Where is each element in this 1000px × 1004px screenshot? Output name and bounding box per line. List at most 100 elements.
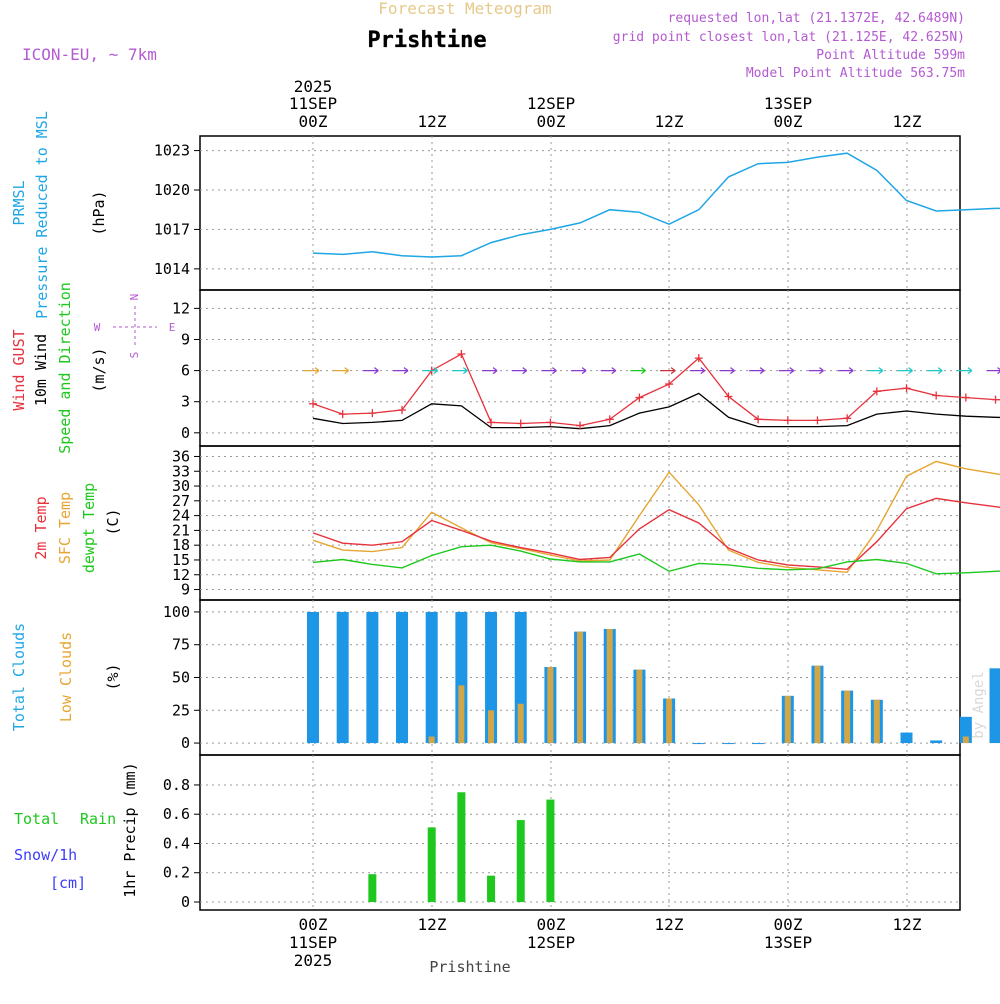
pressure-unit: (hPa)	[90, 190, 108, 235]
precip-panel-frame	[199, 754, 961, 911]
low-cloud-bar	[428, 736, 435, 744]
wind-tick-label: 0	[181, 424, 190, 442]
gust-marker	[872, 387, 881, 396]
low-cloud-bar	[547, 667, 554, 744]
dewpt-line	[312, 544, 1000, 575]
precip-bar	[427, 827, 436, 902]
compass-e: E	[169, 321, 176, 334]
gust-marker	[309, 399, 317, 408]
pressure-tick-label: 1014	[154, 260, 190, 278]
low-cloud-bar	[844, 690, 851, 744]
bottom-date-label: 13SEP	[764, 933, 812, 952]
grid-coords: grid point closest lon,lat (21.125E, 42.…	[613, 30, 965, 45]
bottom-time-label: 00Z	[537, 915, 566, 934]
precip-unit: 1hr Precip (mm)	[121, 762, 139, 897]
compass-rose: N S W E	[94, 294, 176, 359]
temp-tick-label: 33	[172, 462, 190, 480]
precip-tick-label: 0.2	[163, 864, 190, 882]
wind-arrow	[927, 367, 943, 375]
wind-arrow	[482, 367, 498, 375]
total-cloud-bar	[692, 743, 705, 745]
total-cloud-bar	[425, 611, 438, 744]
wind-arrow	[749, 367, 765, 375]
precip-tick-label: 0	[181, 893, 190, 911]
clouds-unit: (%)	[104, 663, 122, 690]
gust-marker	[546, 418, 555, 427]
gust-marker	[665, 380, 674, 389]
gust-marker	[932, 391, 941, 400]
gust-marker	[457, 350, 466, 358]
precip-bar	[487, 875, 496, 902]
temp-tick-label: 21	[172, 521, 190, 539]
gust-marker	[368, 409, 377, 418]
wind-tick-label: 6	[181, 362, 190, 380]
wind-arrow	[986, 367, 1000, 375]
gust-marker	[724, 392, 733, 401]
precip-tick-label: 0.4	[163, 834, 190, 852]
top-time-label: 12Z	[418, 112, 447, 131]
top-date-label: 13SEP	[764, 94, 812, 113]
low-cloud-bar	[873, 699, 880, 744]
precip-bar	[516, 820, 525, 902]
clouds-tick-label: 25	[172, 701, 190, 719]
gust-marker	[605, 415, 614, 424]
top-time-label: 00Z	[537, 112, 566, 131]
total-cloud-bar	[722, 743, 735, 745]
footer-location: Prishtine	[429, 958, 510, 976]
temp-tick-label: 24	[172, 507, 190, 525]
gust-marker	[398, 406, 407, 414]
wind-arrow	[689, 367, 706, 375]
gust-marker	[487, 418, 496, 427]
low-clouds-label: Low Clouds	[57, 632, 75, 722]
pressure-tick-label: 1023	[154, 142, 190, 160]
wind-arrow	[452, 367, 468, 375]
wind10m-line	[312, 392, 1000, 430]
point-altitude: Point Altitude 599m	[816, 48, 965, 63]
gust-marker	[961, 393, 970, 402]
gust-marker	[783, 416, 792, 425]
clouds-tick-label: 75	[172, 636, 190, 654]
compass-n: N	[128, 294, 141, 301]
wind-arrow	[571, 367, 587, 375]
bottom-date-label: 12SEP	[527, 933, 575, 952]
low-cloud-bar	[606, 628, 613, 744]
wind-arrow	[363, 367, 379, 375]
top-time-label: 12Z	[655, 112, 684, 131]
temp-dew-label: dewpt Temp	[80, 483, 98, 573]
gust-marker	[991, 395, 1000, 404]
wind-arrow	[719, 367, 735, 375]
wind-arrow	[660, 367, 676, 375]
gust-marker	[338, 410, 347, 419]
bottom-date-label: 11SEP	[289, 933, 337, 952]
temp-unit: (C)	[104, 508, 122, 535]
gust-marker	[576, 421, 585, 430]
pressure-tick-label: 1020	[154, 181, 190, 199]
bottom-time-label: 00Z	[774, 915, 803, 934]
wind-tick-label: 3	[181, 393, 190, 411]
wind-arrow	[630, 367, 646, 375]
precip-snow-unit: [cm]	[50, 874, 86, 892]
gust-marker	[635, 393, 644, 402]
gust-line	[312, 353, 1000, 427]
precip-snow-label: Snow/1h	[14, 846, 77, 864]
wind-arrow	[867, 367, 884, 375]
wind-arrow	[422, 367, 439, 375]
compass-s: S	[128, 352, 141, 359]
wind-tick-label: 12	[172, 299, 190, 317]
low-cloud-bar	[784, 695, 791, 744]
temp-sfc-label: SFC Temp	[56, 492, 74, 564]
temp-panel-frame	[199, 445, 961, 601]
gust-marker	[694, 354, 703, 363]
total-cloud-bar	[752, 743, 765, 745]
top-year-label: 2025	[294, 77, 333, 96]
clouds-tick-label: 50	[172, 669, 190, 687]
bottom-time-label: 00Z	[299, 915, 328, 934]
title-forecast: Forecast Meteogram	[378, 0, 551, 18]
gust-marker	[813, 416, 822, 425]
pressure-label: Pressure Reduced to MSL	[33, 111, 51, 319]
low-cloud-bar	[962, 736, 969, 744]
temp-tick-label: 36	[172, 447, 190, 465]
total-clouds-label: Total Clouds	[10, 623, 28, 731]
wind-arrow	[304, 367, 320, 375]
model-label: ICON-EU, ~ 7km	[22, 45, 157, 64]
